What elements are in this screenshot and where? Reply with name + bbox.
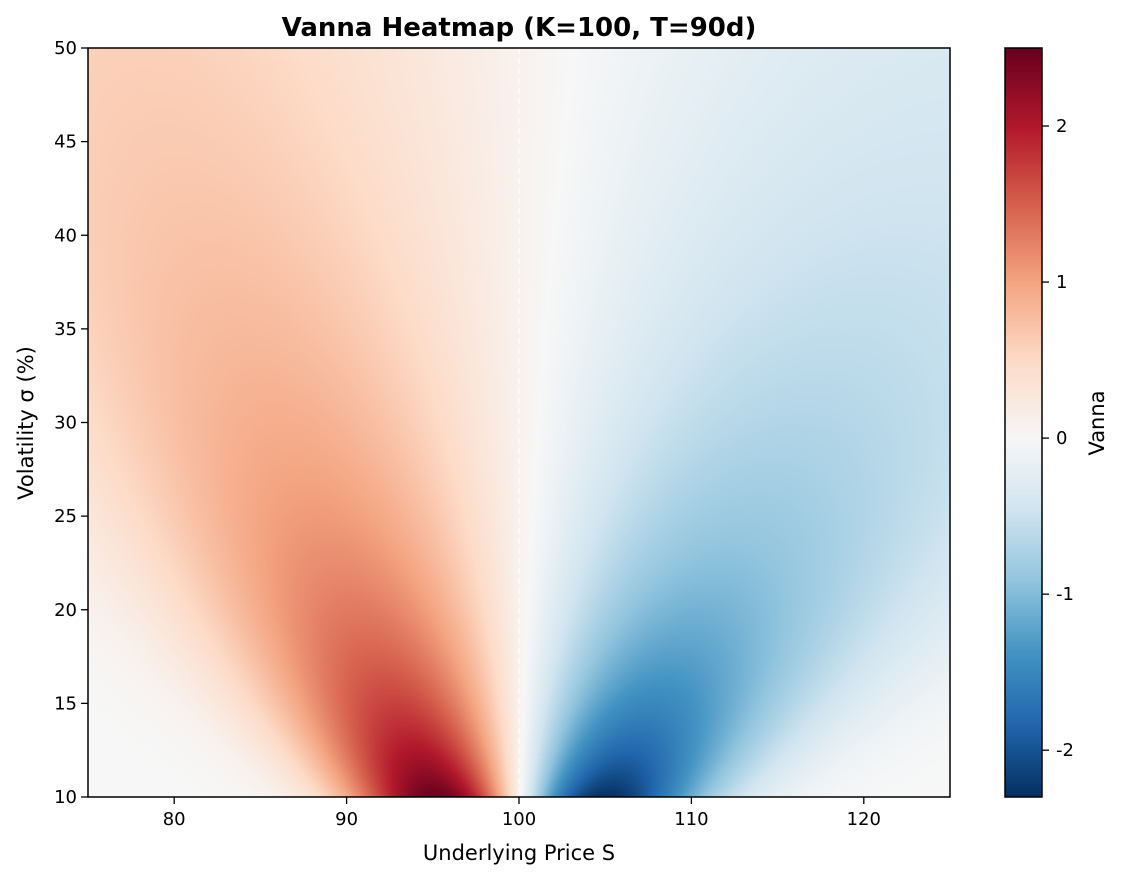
y-axis-label: Volatility σ (%) [14,346,38,500]
x-tick-label: 90 [335,809,358,830]
y-tick-label: 25 [54,506,77,527]
y-tick-label: 15 [54,693,77,714]
colorbar-tick-label: -1 [1056,584,1074,605]
y-tick-label: 20 [54,600,77,621]
colorbar-gradient [1005,48,1042,797]
y-tick-label: 50 [54,38,77,59]
y-tick-label: 45 [54,132,77,153]
y-axis: 10 15 20 25 30 35 40 45 50 [54,38,88,808]
colorbar-frame [1004,47,1043,798]
chart-title: Vanna Heatmap (K=100, T=90d) [282,13,757,43]
colorbar-tick-label: 1 [1056,272,1067,293]
x-tick-label: 120 [847,809,881,830]
plot-frame [87,47,951,798]
x-tick-label: 100 [502,809,536,830]
colorbar-tick-label: -2 [1056,740,1074,761]
y-tick-label: 30 [54,413,77,434]
x-tick-label: 110 [674,809,708,830]
colorbar-tick-label: 0 [1056,428,1067,449]
colorbar-tick-label: 2 [1056,116,1067,137]
y-tick-label: 40 [54,225,77,246]
colorbar-axis: -2 -1 0 1 2 [1042,116,1074,761]
x-axis: 80 90 100 110 120 [163,797,881,830]
x-axis-label: Underlying Price S [423,841,615,865]
y-tick-label: 35 [54,319,77,340]
y-tick-label: 10 [54,787,77,808]
x-tick-label: 80 [163,809,186,830]
colorbar-label: Vanna [1085,390,1109,455]
